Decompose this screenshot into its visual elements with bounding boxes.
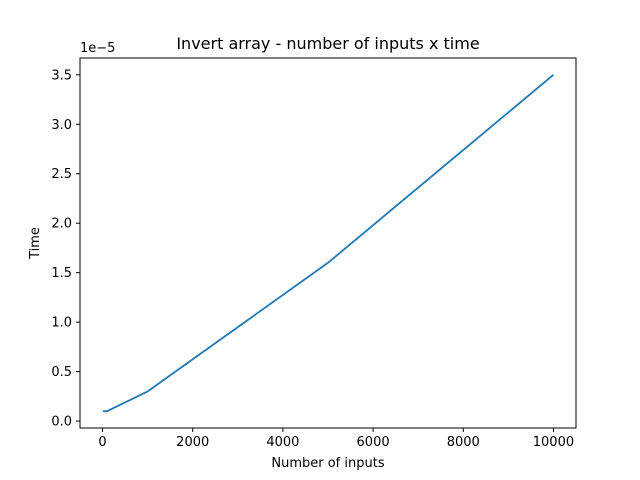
y-tick-label: 3.0 xyxy=(51,118,72,133)
y-tick-label: 0.5 xyxy=(51,365,72,380)
x-axis-label: Number of inputs xyxy=(271,456,384,471)
y-tick-label: 2.0 xyxy=(51,217,72,232)
y-tick-label: 1.0 xyxy=(51,316,72,331)
x-tick-label: 10000 xyxy=(533,435,574,450)
x-tick-label: 6000 xyxy=(357,435,390,450)
y-tick-label: 2.5 xyxy=(51,167,72,182)
x-tick-label: 2000 xyxy=(176,435,209,450)
y-axis-label: Time xyxy=(28,227,43,260)
series-line xyxy=(103,74,555,413)
chart-title: Invert array - number of inputs x time xyxy=(176,34,479,53)
y-tick-label: 3.5 xyxy=(51,68,72,83)
x-tick-label: 0 xyxy=(98,435,106,450)
x-tick-label: 8000 xyxy=(447,435,480,450)
y-tick-label: 0.0 xyxy=(51,415,72,430)
x-tick-label: 4000 xyxy=(266,435,299,450)
y-tick-label: 1.5 xyxy=(51,266,72,281)
plot-area: 0 2000 4000 6000 8000 10000 0.0 0.5 1.0 1.5 2.0 2.5… xyxy=(51,68,574,450)
y-offset-label: 1e−5 xyxy=(80,41,115,56)
axes-frame xyxy=(79,57,577,429)
